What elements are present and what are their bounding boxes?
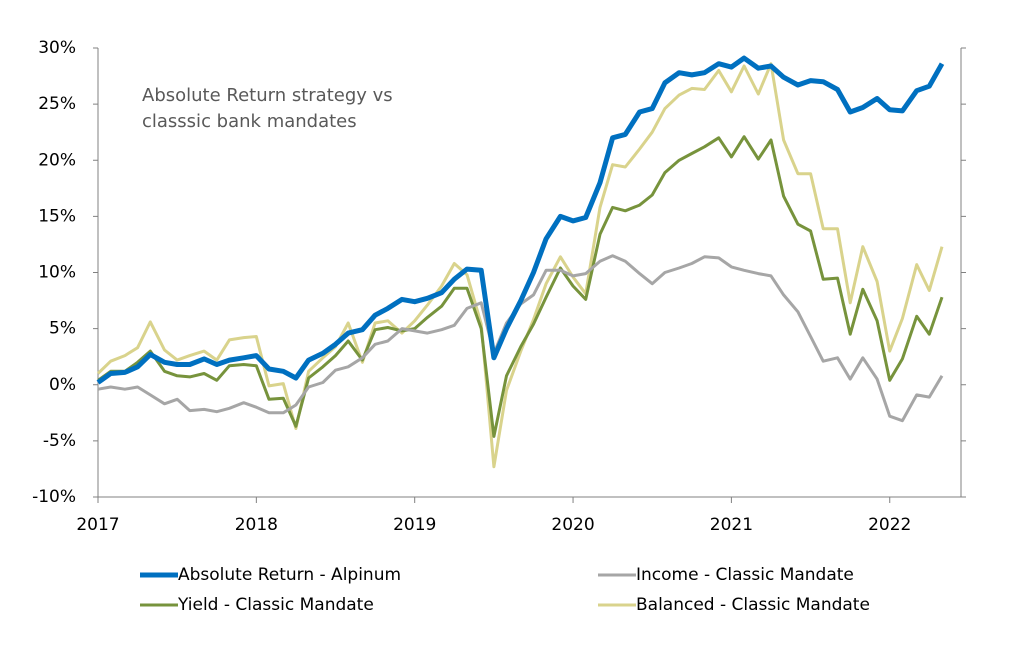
legend-label: Yield - Classic Mandate [177, 595, 374, 615]
x-tick-label: 2022 [868, 515, 911, 535]
x-tick-label: 2019 [393, 515, 436, 535]
line-series [97, 254, 944, 423]
y-tick-label: 30% [38, 38, 76, 58]
y-tick-label: 15% [38, 206, 76, 226]
y-tick-label: -10% [32, 487, 76, 507]
line-series [96, 62, 944, 469]
x-tick-label: 2021 [710, 515, 753, 535]
x-tick-label: 2018 [235, 515, 278, 535]
x-tick-label: 2020 [551, 515, 594, 535]
chart-title: Absolute Return strategy vs [142, 85, 393, 106]
legend-label: Income - Classic Mandate [636, 565, 854, 585]
chart-title: classsic bank mandates [142, 111, 357, 132]
y-tick-label: 5% [49, 319, 76, 339]
legend-label: Balanced - Classic Mandate [636, 595, 870, 615]
line-series [96, 55, 945, 385]
line-series [97, 135, 944, 438]
legend-label: Absolute Return - Alpinum [178, 565, 401, 585]
y-tick-label: -5% [43, 431, 76, 451]
y-tick-label: 0% [49, 375, 76, 395]
y-tick-label: 25% [38, 94, 76, 114]
y-tick-label: 20% [38, 150, 76, 170]
x-tick-label: 2017 [76, 515, 119, 535]
y-tick-label: 10% [38, 263, 76, 283]
